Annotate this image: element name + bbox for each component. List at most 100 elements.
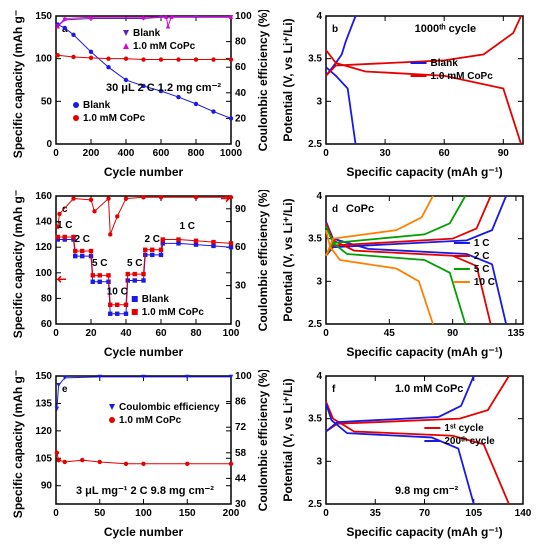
- svg-text:20: 20: [235, 113, 247, 124]
- svg-text:105: 105: [35, 453, 52, 464]
- svg-text:150: 150: [179, 508, 196, 519]
- svg-text:30: 30: [380, 148, 392, 159]
- svg-text:1.0 mM CoPc: 1.0 mM CoPc: [133, 41, 196, 52]
- svg-text:0: 0: [53, 148, 59, 159]
- svg-text:2 C: 2 C: [474, 251, 490, 262]
- svg-text:Coulombic efficiency: Coulombic efficiency: [119, 402, 220, 413]
- svg-text:3: 3: [316, 456, 322, 467]
- svg-text:0: 0: [323, 148, 329, 159]
- svg-text:120: 120: [35, 426, 52, 437]
- svg-text:150: 150: [35, 11, 52, 22]
- svg-text:1 C: 1 C: [474, 238, 490, 249]
- svg-text:2.5: 2.5: [308, 499, 322, 510]
- svg-text:1.0 mM CoPc: 1.0 mM CoPc: [431, 71, 494, 82]
- svg-text:60: 60: [41, 319, 53, 330]
- panel-a: 02004006008001000050100150020406080100Cy…: [8, 10, 275, 180]
- svg-text:Coulombic efficiency (%): Coulombic efficiency (%): [256, 10, 270, 151]
- svg-text:3 μL mg⁻¹ 2 C 9.8 mg cm⁻²: 3 μL mg⁻¹ 2 C 9.8 mg cm⁻²: [76, 485, 214, 497]
- svg-text:3.5: 3.5: [308, 234, 322, 245]
- svg-text:80: 80: [235, 37, 247, 48]
- panel-d: 045901352.533.54Specific capacity (mAh g…: [278, 190, 533, 360]
- svg-text:d: d: [332, 204, 338, 215]
- svg-text:Coulombic efficiency (%): Coulombic efficiency (%): [256, 370, 270, 511]
- svg-text:Specific capacity (mAh g⁻¹): Specific capacity (mAh g⁻¹): [346, 165, 502, 179]
- svg-text:5 C: 5 C: [127, 258, 143, 269]
- svg-text:30: 30: [235, 281, 247, 292]
- svg-text:0: 0: [46, 139, 52, 150]
- svg-text:0: 0: [323, 328, 329, 339]
- svg-text:100: 100: [35, 54, 52, 65]
- svg-text:60: 60: [155, 328, 167, 339]
- svg-text:1.0 mM CoPc: 1.0 mM CoPc: [395, 383, 463, 395]
- svg-text:Specific capacity (mAh g⁻¹): Specific capacity (mAh g⁻¹): [11, 10, 25, 158]
- svg-text:Specific capacity (mAh g⁻¹): Specific capacity (mAh g⁻¹): [346, 525, 502, 539]
- svg-text:100: 100: [135, 508, 152, 519]
- svg-text:5 C: 5 C: [92, 258, 108, 269]
- svg-text:1.0 mM CoPc: 1.0 mM CoPc: [83, 113, 146, 124]
- svg-text:1.0 mM CoPc: 1.0 mM CoPc: [142, 307, 205, 318]
- svg-text:44: 44: [235, 473, 247, 484]
- svg-text:1ˢᵗ cycle: 1ˢᵗ cycle: [444, 423, 484, 434]
- svg-text:72: 72: [235, 422, 247, 433]
- svg-text:80: 80: [41, 293, 53, 304]
- svg-text:60: 60: [439, 148, 451, 159]
- svg-text:f: f: [332, 384, 336, 395]
- svg-text:4: 4: [316, 371, 322, 382]
- svg-text:160: 160: [35, 191, 52, 202]
- svg-text:0: 0: [235, 139, 241, 150]
- svg-text:Potential (V, vs Li⁺/Li): Potential (V, vs Li⁺/Li): [281, 18, 295, 141]
- svg-text:Coulombic efficiency (%): Coulombic efficiency (%): [256, 190, 270, 331]
- svg-text:120: 120: [35, 242, 52, 253]
- svg-text:3.5: 3.5: [308, 54, 322, 65]
- svg-text:1 C: 1 C: [57, 220, 73, 231]
- svg-text:0: 0: [53, 328, 59, 339]
- svg-text:2.5: 2.5: [308, 319, 322, 330]
- svg-text:Cycle number: Cycle number: [104, 525, 184, 539]
- svg-text:Specific capacity (mAh g⁻¹): Specific capacity (mAh g⁻¹): [346, 345, 502, 359]
- svg-text:105: 105: [465, 508, 482, 519]
- svg-text:2 C: 2 C: [144, 234, 160, 245]
- svg-text:1 C: 1 C: [179, 221, 195, 232]
- svg-text:10 C: 10 C: [107, 286, 128, 297]
- svg-text:135: 135: [508, 328, 525, 339]
- svg-text:90: 90: [41, 481, 53, 492]
- svg-text:Blank: Blank: [83, 100, 111, 111]
- svg-text:140: 140: [35, 217, 52, 228]
- svg-text:60: 60: [235, 62, 247, 73]
- svg-text:10 C: 10 C: [474, 277, 495, 288]
- svg-text:50: 50: [94, 508, 106, 519]
- panel-e: 050100150200901051201351503044587286100C…: [8, 370, 275, 540]
- svg-text:90: 90: [498, 148, 510, 159]
- svg-text:200: 200: [83, 148, 100, 159]
- svg-text:86: 86: [235, 397, 247, 408]
- svg-text:100: 100: [35, 268, 52, 279]
- panel-c: 02040608010060801001201401600306090Cycle…: [8, 190, 275, 360]
- svg-text:Blank: Blank: [142, 294, 170, 305]
- svg-text:Specific capacity (mAh g⁻¹): Specific capacity (mAh g⁻¹): [11, 370, 25, 518]
- svg-text:Potential (V, vs Li⁺/Li): Potential (V, vs Li⁺/Li): [281, 378, 295, 501]
- svg-text:135: 135: [35, 398, 52, 409]
- svg-text:80: 80: [190, 328, 202, 339]
- svg-text:2.5: 2.5: [308, 139, 322, 150]
- svg-text:40: 40: [120, 328, 132, 339]
- svg-text:5 C: 5 C: [474, 264, 490, 275]
- svg-text:4: 4: [316, 11, 322, 22]
- svg-text:3: 3: [316, 96, 322, 107]
- svg-text:1000ᵗʰ cycle: 1000ᵗʰ cycle: [415, 23, 476, 35]
- svg-text:b: b: [332, 24, 338, 35]
- svg-text:4: 4: [316, 191, 322, 202]
- svg-text:600: 600: [153, 148, 170, 159]
- svg-text:70: 70: [419, 508, 431, 519]
- svg-text:800: 800: [188, 148, 205, 159]
- svg-text:400: 400: [118, 148, 135, 159]
- svg-text:Blank: Blank: [431, 58, 459, 69]
- svg-text:20: 20: [85, 328, 97, 339]
- svg-text:3: 3: [316, 276, 322, 287]
- panel-b: 0 30 60 90 2.5 3 3.5 4 Specific capacity (mAh g⁻…: [278, 10, 533, 180]
- svg-text:140: 140: [515, 508, 532, 519]
- svg-text:Potential (V, vs Li⁺/Li): Potential (V, vs Li⁺/Li): [281, 198, 295, 321]
- svg-text:90: 90: [235, 204, 247, 215]
- svg-text:0: 0: [235, 319, 241, 330]
- svg-text:30: 30: [235, 499, 247, 510]
- svg-text:Blank: Blank: [133, 28, 161, 39]
